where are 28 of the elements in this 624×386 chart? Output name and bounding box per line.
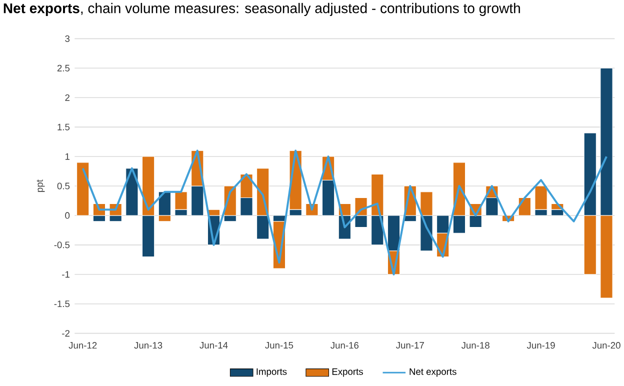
y-tick-label: 0 bbox=[65, 212, 70, 219]
x-tick-label: Jun-19 bbox=[526, 342, 555, 349]
y-tick-label: -1 bbox=[62, 271, 70, 278]
x-tick-label: Jun-13 bbox=[134, 342, 162, 349]
y-tick-label: -0.5 bbox=[54, 242, 70, 248]
y-axis-title: ppt bbox=[36, 180, 45, 192]
y-tick-label: -1.5 bbox=[54, 300, 70, 308]
line-series bbox=[82, 150, 608, 276]
y-tick-label: -2 bbox=[62, 330, 70, 337]
legend-label: Exports bbox=[332, 368, 363, 377]
x-tick-label: Jun-15 bbox=[265, 342, 294, 349]
bar bbox=[76, 162, 90, 216]
legend-label: Imports bbox=[256, 368, 287, 377]
x-tick-label: Jun-12 bbox=[68, 342, 97, 349]
y-tick-label: 1 bbox=[65, 153, 70, 160]
y-tick-label: 1.5 bbox=[58, 124, 70, 130]
x-tick-label: Jun-18 bbox=[461, 342, 490, 349]
x-tick-label: Jun-16 bbox=[330, 342, 359, 349]
y-tick-label: 0.5 bbox=[57, 182, 70, 190]
x-tick-label: Jun-20 bbox=[592, 342, 620, 349]
x-tick-label: Jun-17 bbox=[396, 342, 424, 349]
y-tick-label: 3 bbox=[65, 35, 70, 42]
legend-label: Net exports bbox=[410, 368, 456, 377]
y-tick-label: 2 bbox=[65, 94, 70, 101]
y-tick-label: 2.5 bbox=[57, 64, 70, 72]
bar bbox=[518, 198, 531, 216]
x-tick-label: Jun-14 bbox=[200, 342, 228, 349]
chart-title: Net exports, chain volume measures: seasonally adjusted - contributions to growth bbox=[4, 2, 520, 16]
